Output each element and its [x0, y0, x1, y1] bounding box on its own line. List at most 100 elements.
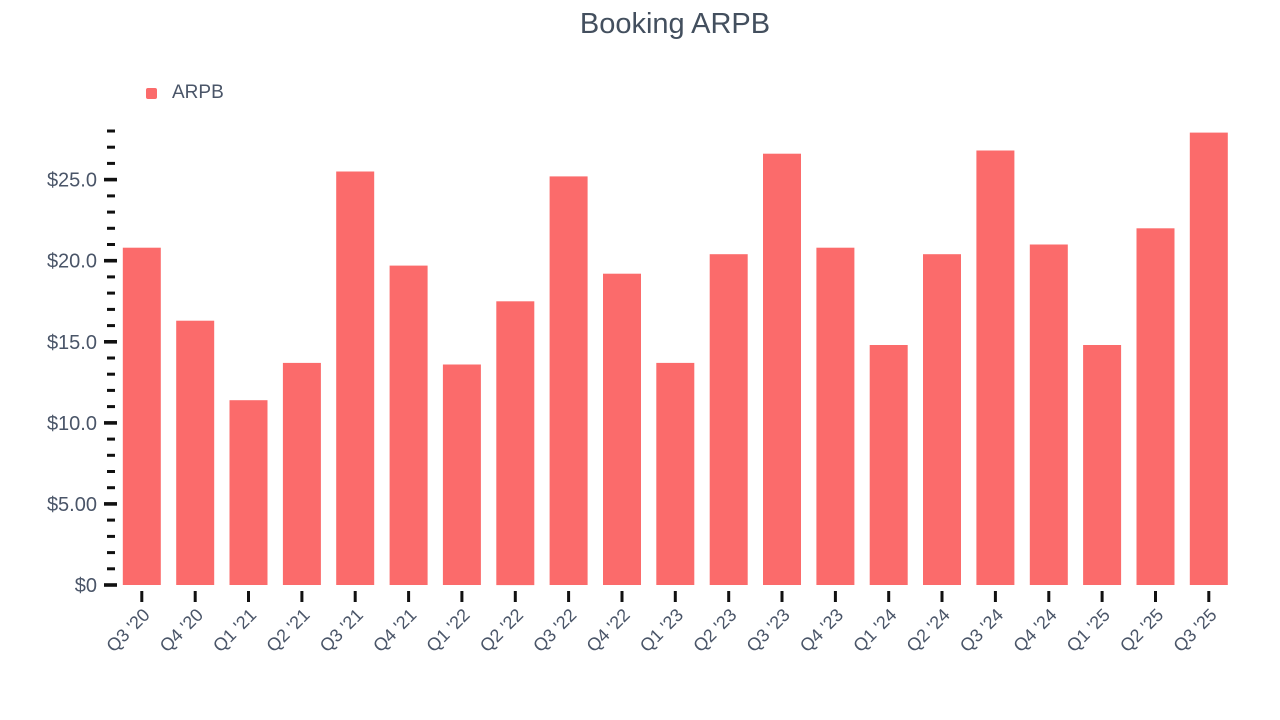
x-axis-tick [1047, 591, 1051, 602]
bar-q2-24[interactable] [923, 254, 961, 585]
x-tick-label: Q3 '23 [743, 605, 794, 656]
y-axis-minor-tick [107, 567, 115, 571]
bar-q3-21[interactable] [336, 171, 375, 586]
y-axis-major-tick [104, 583, 117, 587]
x-axis-tick [1100, 591, 1104, 602]
y-axis-minor-tick [107, 307, 115, 311]
x-tick-label: Q3 '22 [529, 605, 580, 656]
x-axis-tick [780, 591, 784, 602]
y-axis-minor-tick [107, 161, 115, 165]
bar-q2-23[interactable] [709, 254, 748, 585]
y-axis-minor-tick [107, 210, 115, 214]
y-axis-minor-tick [107, 437, 115, 441]
y-tick-label: $0 [75, 575, 97, 597]
bar-q3-24[interactable] [976, 150, 1015, 586]
bar-q1-22[interactable] [442, 364, 481, 586]
legend-item-arpb[interactable]: ARPB [146, 82, 224, 104]
y-axis-minor-tick [107, 453, 115, 457]
x-axis-tick [887, 591, 891, 602]
x-tick-label: Q4 '22 [583, 605, 634, 656]
y-axis-major-tick [104, 177, 117, 182]
x-axis-tick [353, 591, 357, 602]
bar-q1-23[interactable] [656, 362, 695, 585]
y-axis-minor-tick [107, 243, 115, 246]
bar-q1-25[interactable] [1083, 345, 1122, 585]
x-tick-label: Q4 '23 [796, 605, 847, 656]
x-tick-label: Q2 '21 [262, 605, 313, 656]
bar-q2-21[interactable] [282, 362, 321, 585]
x-axis-tick [300, 591, 304, 602]
y-tick-label: $25.0 [47, 170, 97, 192]
y-axis-major-tick [104, 258, 117, 263]
x-axis-tick [940, 591, 944, 602]
y-axis-minor-tick [107, 372, 115, 376]
legend-swatch-icon [146, 87, 157, 99]
x-tick-label: Q1 '22 [422, 605, 473, 656]
bar-q2-25[interactable] [1136, 228, 1175, 586]
x-tick-label: Q2 '25 [1116, 605, 1167, 656]
x-axis-tick [673, 591, 677, 602]
x-tick-label: Q1 '21 [209, 605, 260, 656]
bar-q1-21[interactable] [229, 400, 268, 585]
y-axis-minor-tick [107, 356, 115, 360]
y-axis-minor-tick [107, 470, 115, 473]
y-axis-minor-tick [107, 275, 115, 279]
y-axis-major-tick [104, 502, 117, 506]
x-axis-tick [193, 591, 197, 602]
y-tick-label: $15.0 [47, 332, 97, 354]
x-axis-tick [1207, 591, 1211, 602]
x-tick-label: Q3 '20 [102, 605, 153, 656]
bar-q3-20[interactable] [122, 247, 161, 585]
y-axis-major-tick [104, 340, 117, 344]
x-axis-tick [247, 591, 250, 602]
x-tick-label: Q1 '23 [636, 605, 687, 656]
y-axis-minor-tick [107, 486, 115, 490]
x-tick-label: Q3 '21 [316, 605, 367, 656]
x-axis-tick [513, 591, 517, 602]
x-tick-label: Q4 '21 [369, 605, 420, 656]
x-axis-tick [620, 591, 624, 602]
bar-q4-20[interactable] [176, 320, 215, 585]
x-tick-label: Q2 '22 [476, 605, 527, 656]
x-tick-label: Q4 '20 [156, 605, 207, 656]
legend-label: ARPB [172, 82, 224, 103]
bar-q4-23[interactable] [816, 247, 855, 585]
y-axis-minor-tick [107, 145, 115, 149]
x-tick-label: Q3 '25 [1169, 605, 1220, 656]
y-axis-major-tick [104, 421, 117, 425]
x-axis-tick [140, 591, 144, 602]
y-tick-label: $10.0 [47, 413, 97, 435]
x-axis-tick [833, 591, 837, 602]
y-axis-minor-tick [107, 534, 115, 538]
x-axis-tick [993, 591, 997, 602]
y-axis-minor-tick [107, 291, 115, 295]
y-axis-minor-tick [107, 194, 115, 198]
x-tick-label: Q1 '25 [1063, 605, 1114, 656]
x-axis-tick [727, 591, 731, 602]
y-tick-label: $5.00 [47, 494, 97, 516]
x-axis-tick [407, 591, 411, 602]
x-axis-tick [460, 591, 464, 602]
x-tick-label: Q2 '24 [903, 605, 954, 656]
y-axis-minor-tick [107, 388, 115, 392]
bar-q3-25[interactable] [1189, 132, 1228, 585]
y-tick-label: $20.0 [47, 251, 97, 273]
bar-q4-21[interactable] [389, 265, 428, 585]
x-axis-tick [1154, 591, 1157, 602]
y-axis-minor-tick [107, 226, 115, 230]
y-axis-minor-tick [107, 129, 115, 133]
x-tick-label: Q2 '23 [689, 605, 740, 656]
bar-q3-23[interactable] [763, 153, 801, 585]
x-tick-label: Q1 '24 [849, 605, 900, 656]
x-tick-label: Q4 '24 [1009, 605, 1060, 656]
y-axis-minor-tick [107, 405, 115, 409]
bar-q3-22[interactable] [549, 176, 588, 585]
bar-q1-24[interactable] [869, 345, 908, 585]
bar-q4-24[interactable] [1029, 244, 1068, 586]
chart-title: Booking ARPB [579, 8, 771, 40]
bar-q2-22[interactable] [496, 301, 535, 586]
bar-q4-22[interactable] [603, 273, 641, 585]
y-axis-minor-tick [107, 518, 115, 522]
